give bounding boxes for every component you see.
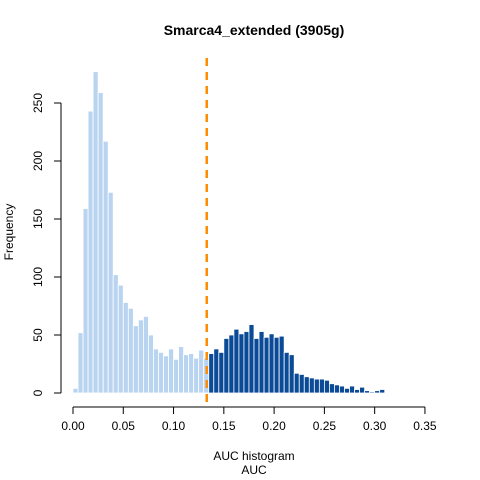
- histogram-bar: [132, 325, 139, 394]
- histogram-bar: [273, 336, 280, 394]
- histogram-bar: [77, 332, 84, 394]
- histogram-bar: [248, 324, 255, 394]
- x-tick-label: 0.05: [112, 419, 136, 433]
- y-tick-label: 250: [31, 93, 45, 113]
- x-tick-label: 0.15: [212, 419, 236, 433]
- histogram-bar: [228, 334, 235, 394]
- histogram-bar: [359, 386, 366, 394]
- x-axis-label-1: AUC histogram: [213, 449, 294, 463]
- histogram-bar: [153, 348, 159, 394]
- histogram-bar: [374, 390, 381, 394]
- histogram-bar: [283, 351, 290, 394]
- histogram-bar: [97, 92, 104, 394]
- histogram-bar: [288, 354, 295, 394]
- histogram-bar: [208, 353, 215, 394]
- histogram-bar: [243, 331, 250, 394]
- y-tick-label: 200: [31, 151, 45, 171]
- histogram-bar: [178, 346, 185, 394]
- histogram-bar: [318, 378, 325, 394]
- x-tick-label: 0.30: [363, 419, 387, 433]
- x-axis: 0.00 0.05 0.10 0.15 0.20 0.25 0.30 0.35: [61, 406, 437, 433]
- histogram-bar: [142, 316, 149, 394]
- y-axis-label: Frequency: [2, 204, 16, 261]
- x-tick-label: 0.00: [61, 419, 85, 433]
- histogram-bar: [349, 385, 355, 394]
- histogram-bar: [303, 376, 310, 394]
- histogram-bar: [233, 328, 240, 394]
- histogram-bar: [213, 348, 220, 394]
- histogram-bar: [218, 351, 225, 394]
- histogram-bar: [72, 387, 79, 394]
- histogram-bar: [173, 358, 179, 394]
- histogram-bar: [107, 191, 114, 394]
- histogram-bar: [308, 377, 315, 394]
- y-tick-label: 150: [31, 209, 45, 229]
- y-tick-label: 0: [31, 389, 45, 396]
- histogram-bar: [148, 334, 154, 394]
- histogram-bar: [158, 351, 164, 394]
- histogram-bar: [313, 378, 320, 394]
- histogram-bar: [188, 353, 195, 394]
- histogram-bar: [137, 319, 144, 394]
- x-tick-label: 0.25: [313, 419, 337, 433]
- histogram-bar: [268, 333, 275, 394]
- histogram-bar: [82, 208, 89, 394]
- y-axis: 0 50 100 150 200 250: [31, 93, 62, 396]
- histogram-bar: [87, 110, 94, 394]
- histogram-bar: [278, 335, 285, 394]
- histogram-bar: [122, 302, 129, 394]
- histogram-bar: [102, 140, 109, 394]
- histogram-bar: [364, 390, 371, 394]
- histogram-bar: [354, 389, 360, 394]
- histogram-bar: [293, 372, 300, 394]
- histogram-bar: [263, 336, 270, 394]
- histogram-bar: [92, 71, 99, 394]
- histogram-bar: [193, 357, 200, 394]
- chart-title: Smarca4_extended (3905g): [164, 22, 345, 38]
- histogram-bar: [183, 354, 190, 394]
- histogram-bar: [112, 274, 119, 394]
- histogram-bar: [323, 379, 330, 394]
- histogram-bar: [344, 387, 350, 394]
- histogram-bar: [334, 384, 340, 394]
- histogram-bar: [253, 338, 260, 394]
- x-tick-label: 0.10: [162, 419, 186, 433]
- histogram-bar: [168, 348, 174, 394]
- histogram-bar: [163, 355, 169, 394]
- histogram-bar: [258, 331, 265, 394]
- histogram-bar: [339, 385, 345, 394]
- histogram-bar: [127, 307, 134, 394]
- histogram-bar: [379, 389, 386, 394]
- x-axis-label-2: AUC: [241, 463, 267, 477]
- x-tick-label: 0.20: [262, 419, 286, 433]
- x-tick-label: 0.35: [413, 419, 437, 433]
- y-tick-label: 100: [31, 267, 45, 287]
- histogram-bar: [298, 374, 305, 394]
- histogram-bar: [329, 383, 335, 394]
- histogram-bar: [117, 284, 124, 394]
- bars-group: [72, 71, 386, 394]
- histogram-bar: [369, 391, 376, 394]
- histogram-bar: [223, 338, 230, 394]
- histogram-bar: [198, 349, 205, 394]
- y-tick-label: 50: [31, 328, 45, 342]
- histogram-bar: [238, 333, 245, 394]
